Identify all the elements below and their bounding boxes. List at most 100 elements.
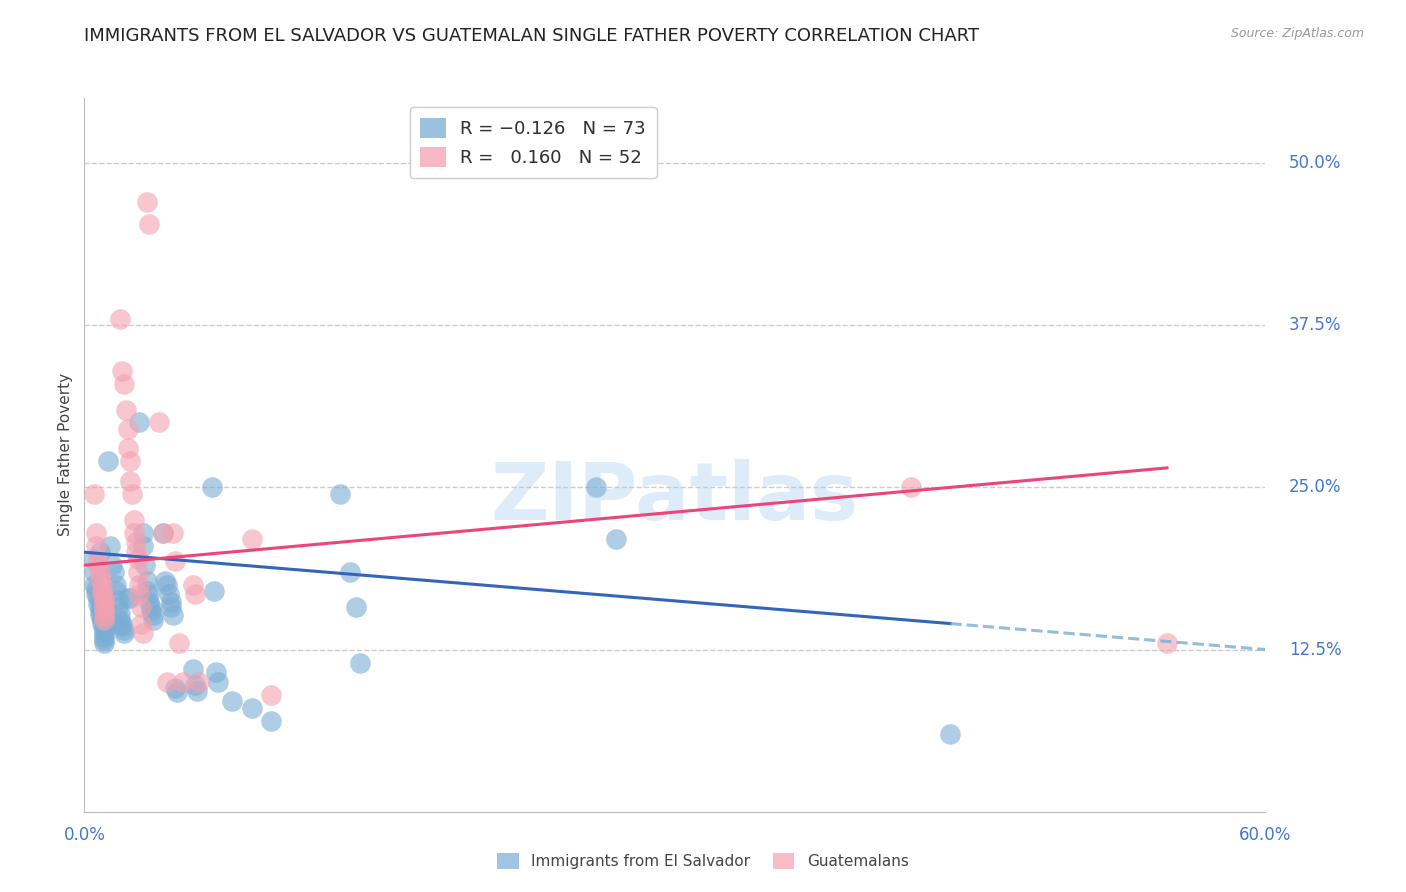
Point — [93, 623, 115, 637]
Point — [89, 599, 111, 614]
Point — [141, 604, 163, 618]
Point — [93, 610, 115, 624]
Point — [152, 525, 174, 540]
Point — [114, 402, 136, 417]
Point — [132, 539, 155, 553]
Text: ZIPatlas: ZIPatlas — [491, 458, 859, 537]
Point — [89, 607, 111, 622]
Text: Source: ZipAtlas.com: Source: ZipAtlas.com — [1230, 27, 1364, 40]
Point — [122, 525, 145, 540]
Point — [87, 597, 110, 611]
Point — [160, 594, 183, 608]
Point — [83, 487, 105, 501]
Point — [93, 604, 115, 618]
Point — [93, 619, 115, 633]
Point — [156, 577, 179, 591]
Point — [111, 616, 134, 631]
Point — [93, 594, 115, 608]
Point — [131, 599, 153, 614]
Point — [240, 701, 263, 715]
Point — [172, 675, 194, 690]
Point — [131, 616, 153, 631]
Point — [166, 685, 188, 699]
Point — [339, 565, 361, 579]
Point — [240, 533, 263, 547]
Point — [127, 565, 149, 579]
Point — [127, 551, 149, 566]
Point — [98, 539, 121, 553]
Point — [128, 577, 150, 591]
Point — [1156, 636, 1178, 650]
Point — [108, 311, 131, 326]
Point — [122, 513, 145, 527]
Point — [162, 525, 184, 540]
Point — [111, 363, 134, 377]
Point — [107, 593, 129, 607]
Point — [89, 565, 111, 579]
Point — [162, 607, 184, 622]
Point — [939, 727, 962, 741]
Point — [117, 422, 139, 436]
Point — [205, 665, 228, 679]
Point — [260, 714, 283, 728]
Point — [111, 619, 134, 633]
Point — [124, 534, 146, 549]
Point — [87, 558, 110, 573]
Text: 0.0%: 0.0% — [63, 826, 105, 844]
Point — [138, 594, 160, 608]
Point — [93, 625, 115, 640]
Point — [93, 599, 115, 614]
Point — [187, 675, 209, 690]
Point — [89, 545, 111, 559]
Point — [221, 694, 243, 708]
Point — [118, 474, 141, 488]
Y-axis label: Single Father Poverty: Single Father Poverty — [58, 374, 73, 536]
Point — [91, 613, 114, 627]
Text: IMMIGRANTS FROM EL SALVADOR VS GUATEMALAN SINGLE FATHER POVERTY CORRELATION CHAR: IMMIGRANTS FROM EL SALVADOR VS GUATEMALA… — [84, 27, 980, 45]
Point — [138, 217, 160, 231]
Point — [91, 577, 114, 591]
Point — [93, 630, 115, 644]
Point — [91, 616, 114, 631]
Point — [201, 480, 224, 494]
Point — [156, 675, 179, 690]
Legend: R = −0.126   N = 73, R =   0.160   N = 52: R = −0.126 N = 73, R = 0.160 N = 52 — [409, 107, 657, 178]
Point — [160, 599, 183, 614]
Point — [93, 613, 115, 627]
Text: 37.5%: 37.5% — [1289, 316, 1341, 334]
Point — [84, 587, 107, 601]
Point — [136, 574, 159, 588]
Point — [108, 606, 131, 620]
Point — [91, 584, 114, 599]
Point — [585, 480, 607, 494]
Point — [186, 684, 208, 698]
Point — [142, 607, 165, 622]
Point — [128, 587, 150, 601]
Point — [112, 625, 135, 640]
Point — [132, 525, 155, 540]
Point — [157, 587, 180, 601]
Point — [349, 656, 371, 670]
Point — [89, 604, 111, 618]
Point — [128, 416, 150, 430]
Point — [344, 599, 367, 614]
Point — [103, 565, 125, 579]
Text: 25.0%: 25.0% — [1289, 478, 1341, 496]
Point — [138, 587, 160, 601]
Point — [104, 584, 127, 599]
Point — [87, 551, 110, 566]
Point — [91, 610, 114, 624]
Point — [93, 633, 115, 648]
Point — [142, 613, 165, 627]
Point — [132, 625, 155, 640]
Point — [93, 636, 115, 650]
Point — [183, 677, 205, 691]
Point — [141, 599, 163, 614]
Point — [167, 636, 190, 650]
Point — [207, 675, 229, 690]
Point — [163, 554, 186, 568]
Point — [260, 688, 283, 702]
Point — [87, 591, 110, 605]
Point — [202, 584, 225, 599]
Text: 60.0%: 60.0% — [1239, 826, 1292, 844]
